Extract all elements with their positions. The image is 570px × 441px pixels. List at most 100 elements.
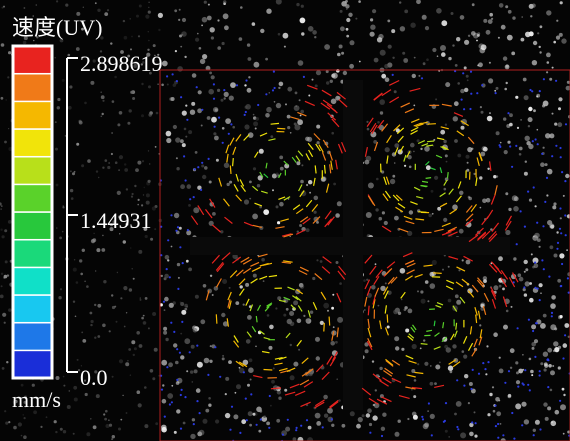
speckle [440,130,445,135]
speckle [558,107,561,110]
speckle [101,248,105,252]
tick-label: 0.0 [80,365,108,390]
speckle [545,163,548,166]
edge-vector [184,396,186,398]
speckle [105,410,108,413]
speckle [545,417,549,421]
speckle [161,427,167,433]
edge-vector [421,416,423,418]
speckle [424,362,428,366]
speckle [466,169,469,172]
speckle [555,410,560,415]
speckle [138,403,142,407]
edge-vector [536,322,538,324]
edge-vector [228,133,230,135]
speckle [427,300,429,302]
speckle [72,172,75,175]
speckle [148,31,149,32]
speckle [265,113,270,118]
speckle [442,269,444,271]
speckle [168,362,173,367]
edge-vector [544,201,546,203]
speckle [436,8,442,14]
speckle [57,106,60,109]
speckle [492,386,494,388]
speckle [217,19,219,21]
speckle [553,341,558,346]
speckle [181,310,186,315]
speckle [453,116,458,121]
speckle [533,109,536,112]
speckle [84,102,87,105]
speckle [549,78,552,81]
speckle [247,88,252,93]
speckle [346,35,349,38]
speckle [1,97,4,100]
speckle [131,36,133,38]
speckle [274,101,276,103]
speckle [314,196,319,201]
speckle [493,285,498,290]
speckle [459,229,464,234]
edge-vector [494,405,496,407]
speckle [308,95,310,97]
speckle [385,282,387,284]
flow-vector [277,128,285,129]
speckle [300,180,304,184]
speckle [519,153,522,156]
speckle [294,124,300,130]
speckle [117,123,120,126]
speckle [508,208,511,211]
speckle [174,431,177,434]
speckle [59,237,62,240]
speckle [8,51,11,54]
speckle [489,393,492,396]
edge-vector [245,398,247,400]
speckle [312,277,315,280]
speckle [169,303,174,308]
speckle [68,106,72,110]
speckle [551,295,556,300]
speckle [409,166,412,169]
speckle [557,122,562,127]
speckle [225,413,230,418]
speckle [445,124,447,126]
speckle [124,36,128,40]
speckle [394,216,399,221]
speckle [213,132,216,135]
edge-vector [180,96,182,98]
speckle [203,284,207,288]
speckle [216,159,219,162]
speckle [558,346,561,349]
speckle [330,341,335,346]
speckle [249,181,252,184]
speckle [382,211,385,214]
speckle [94,337,96,339]
speckle [145,297,148,300]
edge-vector [564,334,566,336]
speckle [551,421,553,423]
edge-vector [539,428,541,430]
flow-vector [421,344,428,345]
speckle [185,136,187,138]
speckle [468,197,472,201]
speckle [494,90,496,92]
speckle [534,339,538,343]
edge-vector [469,108,471,110]
speckle [552,67,554,69]
speckle [553,202,556,205]
speckle [413,395,416,398]
speckle [440,45,446,51]
edge-vector [507,112,509,114]
speckle [537,32,539,34]
speckle [491,18,493,20]
speckle [385,77,390,82]
speckle [278,87,280,89]
speckle [337,201,342,206]
speckle [255,128,257,130]
speckle [284,389,287,392]
speckle [76,281,79,284]
speckle [285,103,287,105]
speckle [148,85,151,88]
speckle [308,26,314,32]
